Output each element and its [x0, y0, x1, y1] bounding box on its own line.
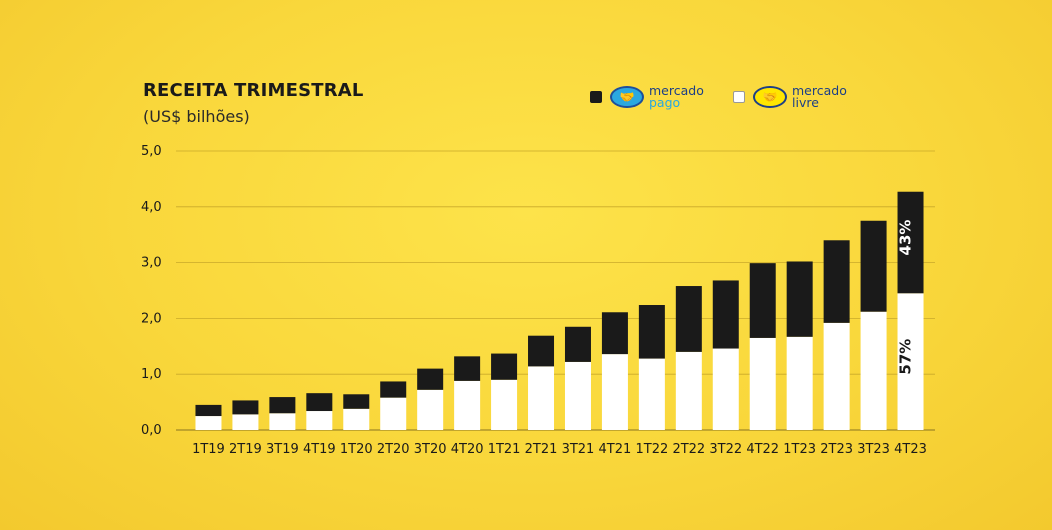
x-tick-label: 2T22	[672, 442, 705, 457]
bar-mercado-livre	[195, 416, 222, 430]
y-tick-label: 1,0	[141, 367, 162, 382]
x-tick-label: 3T23	[857, 442, 890, 457]
y-tick-label: 5,0	[141, 144, 162, 159]
legend-label-pago: mercado pago	[649, 83, 704, 110]
y-tick-label: 0,0	[141, 423, 162, 438]
legend-label-livre: mercado livre	[792, 83, 847, 110]
data-label: 57%	[897, 339, 915, 375]
x-tick-label: 2T23	[820, 442, 853, 457]
handshake-icon: 🤝	[753, 86, 787, 108]
bar-mercado-livre	[417, 389, 444, 430]
legend-pago-line1: mercado	[649, 83, 704, 98]
bar-mercado-pago	[638, 305, 665, 359]
x-tick-label: 1T19	[192, 442, 225, 457]
bar-mercado-pago	[860, 220, 887, 312]
bar-mercado-livre	[675, 351, 702, 430]
x-tick-label: 1T23	[783, 442, 816, 457]
bar-mercado-livre	[269, 413, 296, 430]
bar-mercado-livre	[306, 411, 333, 430]
chart-subtitle: (US$ bilhões)	[143, 107, 250, 126]
x-tick-label: 3T20	[414, 442, 447, 457]
x-tick-label: 2T19	[229, 442, 262, 457]
legend-pago-line2: pago	[649, 95, 681, 110]
bar-mercado-livre	[897, 293, 924, 430]
x-tick-label: 4T22	[746, 442, 779, 457]
legend-swatch-livre	[733, 91, 745, 103]
bar-mercado-pago	[195, 404, 222, 417]
x-tick-label: 2T20	[377, 442, 410, 457]
x-tick-label: 4T19	[303, 442, 336, 457]
bar-mercado-livre	[232, 414, 259, 430]
y-tick-label: 4,0	[141, 200, 162, 215]
x-tick-label: 3T22	[709, 442, 742, 457]
x-tick-label: 1T20	[340, 442, 373, 457]
bar-mercado-pago	[564, 326, 591, 362]
bar-mercado-livre	[491, 379, 518, 430]
bar-mercado-livre	[749, 337, 776, 430]
x-tick-label: 3T21	[562, 442, 595, 457]
x-tick-label: 4T21	[599, 442, 632, 457]
bar-mercado-pago	[417, 368, 444, 390]
bar-mercado-livre	[823, 322, 850, 430]
bar-mercado-pago	[601, 312, 628, 355]
x-tick-label: 2T21	[525, 442, 558, 457]
bar-mercado-livre	[528, 366, 555, 430]
bar-mercado-pago	[343, 394, 370, 409]
x-tick-label: 1T21	[488, 442, 521, 457]
bar-mercado-livre	[454, 380, 481, 430]
x-tick-label: 4T20	[451, 442, 484, 457]
bar-mercado-pago	[712, 280, 739, 349]
bar-mercado-pago	[491, 353, 518, 380]
bar-mercado-pago	[269, 397, 296, 414]
bar-mercado-livre	[786, 336, 813, 430]
legend-swatch-pago	[590, 91, 602, 103]
bar-mercado-pago	[454, 356, 481, 381]
y-tick-label: 2,0	[141, 311, 162, 326]
handshake-icon: 🤝	[610, 86, 644, 108]
bar-mercado-livre	[343, 408, 370, 430]
legend-item-mercado-pago: 🤝 mercado pago	[590, 82, 704, 112]
bar-mercado-pago	[823, 240, 850, 323]
legend-livre-line2: livre	[792, 95, 819, 110]
bar-mercado-livre	[860, 311, 887, 430]
legend-item-mercado-livre: 🤝 mercado livre	[733, 82, 847, 112]
bar-mercado-livre	[564, 361, 591, 430]
chart-title: RECEITA TRIMESTRAL	[143, 80, 364, 101]
bar-mercado-pago	[306, 393, 333, 412]
bar-mercado-pago	[232, 400, 259, 415]
bar-mercado-pago	[675, 286, 702, 352]
bar-mercado-livre	[380, 397, 407, 430]
bar-mercado-pago	[749, 263, 776, 338]
y-tick-label: 3,0	[141, 256, 162, 271]
bar-mercado-livre	[638, 358, 665, 430]
bar-mercado-livre	[712, 348, 739, 430]
x-tick-label: 4T23	[894, 442, 927, 457]
bar-mercado-pago	[786, 261, 813, 337]
x-tick-label: 1T22	[635, 442, 668, 457]
data-label: 43%	[897, 220, 915, 256]
legend-livre-line1: mercado	[792, 83, 847, 98]
bar-mercado-pago	[380, 381, 407, 398]
bar-mercado-pago	[528, 335, 555, 367]
x-tick-label: 3T19	[266, 442, 299, 457]
bar-mercado-pago	[897, 191, 924, 294]
bar-mercado-livre	[601, 354, 628, 430]
